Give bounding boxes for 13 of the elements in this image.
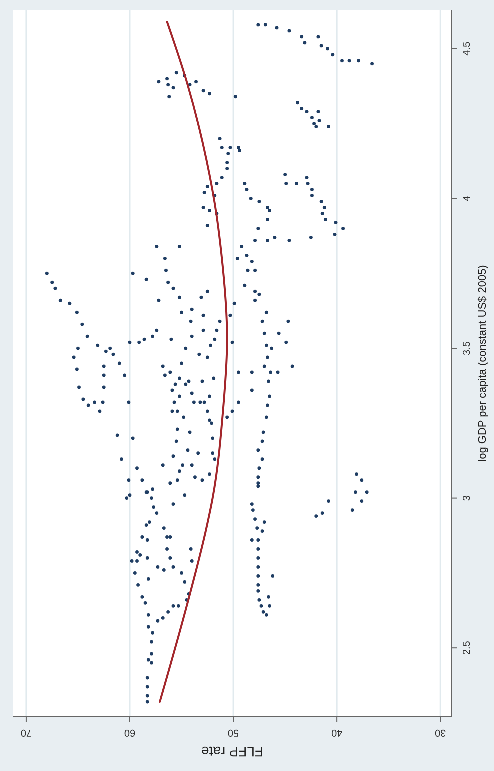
y-axis-title: log GDP per capita (constant US$ 2005) [477,265,489,462]
y-tick-label: 3 [462,495,473,502]
x-tick-label: 60 [124,727,136,738]
x-tick-label: 40 [331,727,343,738]
y-tick-label: 4 [462,196,473,202]
x-tick-label: 50 [228,727,240,738]
x-axis-title: FLFP rate [201,744,264,760]
y-tick-label: 2.5 [462,640,473,656]
x-tick-label: 70 [20,727,32,738]
line-series [159,20,228,704]
x-tick-label: 30 [434,727,446,738]
y-tick-label: 4.5 [462,42,473,56]
y-tick-label: 3.5 [462,341,473,356]
